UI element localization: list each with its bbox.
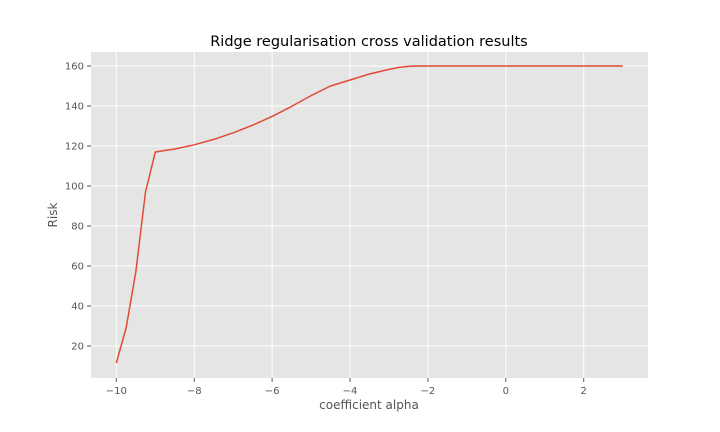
y-tick-label: 120 bbox=[65, 142, 84, 153]
y-tick-label: 100 bbox=[65, 182, 84, 193]
x-tick-label: −4 bbox=[343, 386, 358, 397]
y-tick-label: 40 bbox=[71, 302, 84, 313]
y-tick-label: 140 bbox=[65, 102, 84, 113]
y-tick-label: 160 bbox=[65, 62, 84, 73]
x-tick-label: 0 bbox=[503, 386, 509, 397]
x-tick-label: 2 bbox=[581, 386, 587, 397]
grid-layer bbox=[91, 52, 648, 378]
x-axis-label: coefficient alpha bbox=[319, 398, 419, 412]
x-tick-label: −8 bbox=[187, 386, 202, 397]
risk-series-line bbox=[115, 65, 623, 364]
x-tick-label: −10 bbox=[106, 386, 127, 397]
chart-title: Ridge regularisation cross validation re… bbox=[210, 34, 528, 50]
y-tick-label: 80 bbox=[71, 222, 84, 233]
plot-background bbox=[91, 52, 648, 378]
y-tick-label: 20 bbox=[71, 342, 84, 353]
x-tick-label: −2 bbox=[421, 386, 436, 397]
x-tick-label: −6 bbox=[265, 386, 280, 397]
y-tick-label: 60 bbox=[71, 262, 84, 273]
series-layer bbox=[115, 65, 623, 364]
y-axis-label: Risk bbox=[46, 203, 60, 228]
tick-layer: −10 −8 −6 −4 −2 0 2 20 40 60 80 100 120 140 160 bbox=[65, 62, 587, 398]
